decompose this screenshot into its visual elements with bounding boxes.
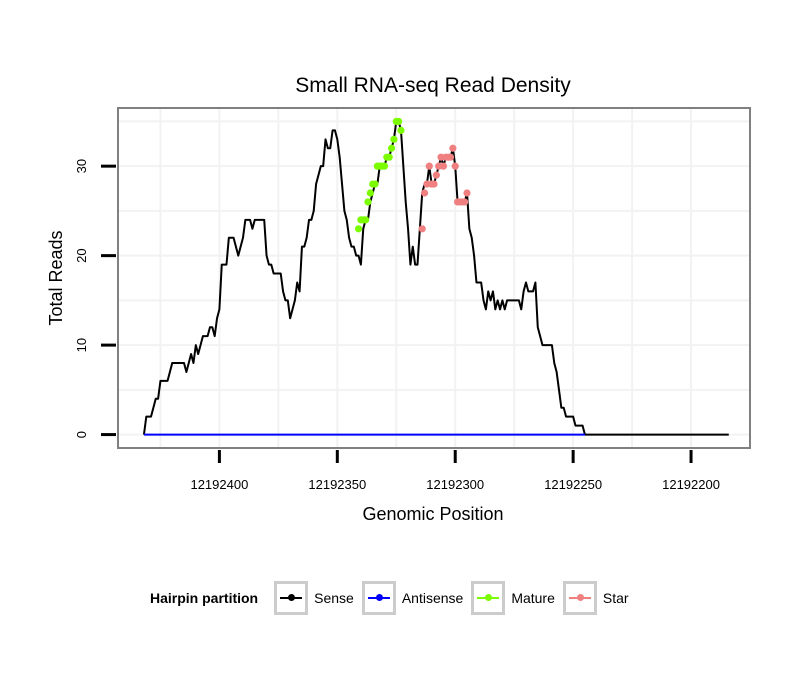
x-tick-label: 12192300 (426, 477, 484, 492)
series-line-sense (142, 120, 729, 436)
y-axis-label: Total Reads (46, 230, 66, 325)
legend-item-star: Star (562, 581, 629, 615)
point-star (449, 144, 457, 152)
x-tick-label: 12192400 (190, 477, 248, 492)
point-star (418, 225, 426, 233)
x-tick-label: 12192200 (662, 477, 720, 492)
plot-panel (117, 107, 751, 449)
legend-key-mature (471, 581, 506, 615)
legend-key-star (562, 581, 597, 615)
point-mature (354, 225, 363, 233)
legend-dot-antisense (375, 594, 383, 601)
legend-item-mature: Mature (471, 581, 555, 615)
chart-svg: Small RNA-seq Read Density 12192400 12192… (46, 74, 751, 524)
point-star (461, 198, 469, 206)
chart-title: Small RNA-seq Read Density (295, 74, 571, 97)
legend-title: Hairpin partition (150, 590, 259, 606)
point-mature (395, 117, 403, 126)
y-tick-label: 10 (74, 338, 89, 352)
legend-label-star: Star (602, 590, 629, 606)
point-star (463, 189, 471, 197)
point-mature (380, 162, 389, 170)
point-star (420, 189, 429, 197)
point-star (432, 171, 440, 179)
legend-key-sense (274, 581, 309, 615)
legend-dot-mature (485, 594, 493, 601)
legend-item-antisense: Antisense (361, 581, 464, 615)
point-mature (397, 126, 405, 134)
y-tick-label: 0 (74, 431, 89, 438)
legend-label-antisense: Antisense (401, 590, 464, 606)
point-star (425, 162, 433, 170)
point-star (430, 180, 438, 188)
series-layer (142, 117, 729, 436)
point-mature (371, 180, 379, 188)
legend: Hairpin partition Sense Antisense Mature (150, 576, 637, 620)
legend-label-mature: Mature (511, 590, 555, 606)
legend-dot-sense (288, 594, 296, 601)
point-mature (366, 189, 374, 197)
x-axis-label: Genomic Position (362, 504, 503, 524)
point-star (446, 153, 455, 161)
point-star (451, 162, 459, 170)
legend-label-sense: Sense (314, 590, 354, 606)
legend-key-antisense (361, 581, 396, 615)
point-mature (362, 216, 370, 224)
legend-item-sense: Sense (274, 581, 354, 615)
axes: 12192400 12192350 12192300 12192250 12192200… (74, 159, 720, 492)
point-mature (387, 144, 396, 152)
point-mature (390, 135, 398, 143)
legend-dot-star (576, 594, 584, 601)
x-tick-label: 12192250 (544, 477, 602, 492)
y-tick-label: 20 (74, 248, 89, 262)
y-tick-label: 30 (74, 159, 89, 173)
point-mature (385, 153, 393, 161)
point-star (439, 162, 448, 170)
point-mature (364, 198, 372, 206)
x-tick-label: 12192350 (308, 477, 366, 492)
